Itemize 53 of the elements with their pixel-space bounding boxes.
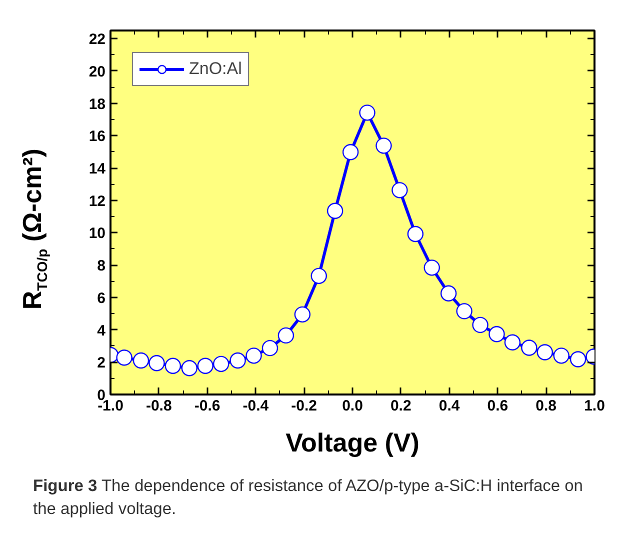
y-tick-label: 2 [97,354,106,372]
x-tick-label: 0.6 [487,398,508,414]
y-tick-label: 20 [88,63,106,80]
point [230,352,246,369]
y-tick-label: 12 [88,192,106,210]
x-tick-label: 0.8 [536,398,557,414]
point [359,104,376,121]
x-tick-label: -0.4 [242,398,270,414]
legend-label: ZnO:Al [189,59,242,79]
x-tick-label: -0.2 [291,398,318,414]
y-tick-label: 14 [88,160,106,178]
point [181,360,198,376]
point [570,351,586,368]
point [504,334,521,350]
point [440,285,457,302]
point [521,340,538,356]
point [262,340,278,356]
point [392,182,408,198]
y-tick-label: 4 [97,322,106,340]
point [148,355,165,372]
point [212,356,230,372]
x-tick-label: -0.8 [146,398,172,414]
point [132,352,150,369]
point [310,268,327,284]
point [553,348,570,364]
point [472,316,488,334]
y-tick-label: 8 [97,258,106,275]
point [294,306,311,323]
point [278,327,294,344]
point [197,358,214,374]
x-tick-label: -0.6 [194,398,220,414]
point [376,138,392,154]
x-tick-label: 0.2 [390,398,412,414]
point [342,144,359,160]
point [407,226,424,242]
x-tick-label: 0.0 [342,398,363,414]
x-axis-title: Voltage (V) [286,428,420,458]
point [536,344,553,360]
point [116,350,132,366]
x-tick-label: 0.4 [438,398,460,414]
x-tick-label: 1.0 [584,398,605,414]
point [488,326,505,342]
caption: Figure 3 The dependence of resistance of AZO/p-type a-SiC:H interface on the applied voltage. [33,476,584,520]
point [246,348,262,364]
y-tick-label: 16 [88,128,106,146]
point [424,260,440,276]
y-tick-label: 22 [88,31,106,48]
point [326,202,344,219]
y-tick-label: 6 [97,290,106,307]
point [456,303,472,320]
y-tick-label: 18 [88,96,106,113]
y-tick-label: 10 [88,225,106,242]
point [164,358,182,374]
